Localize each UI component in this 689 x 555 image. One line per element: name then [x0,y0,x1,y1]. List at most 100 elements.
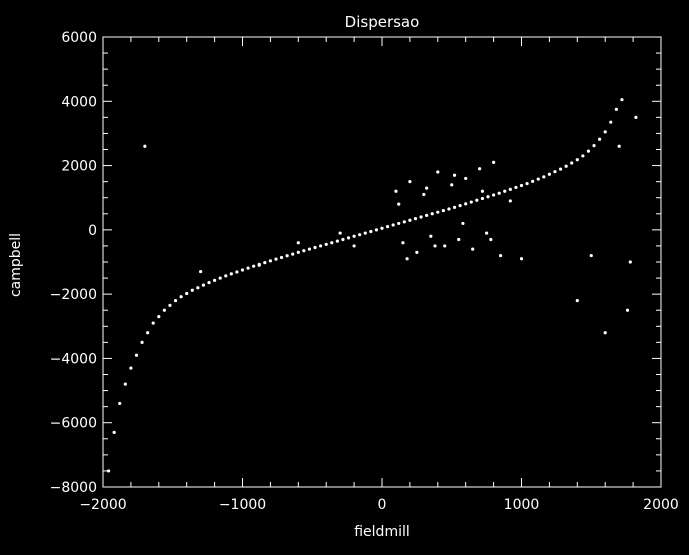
data-point [346,236,351,240]
data-point [575,298,579,303]
data-point [296,250,300,254]
data-point [151,321,155,325]
data-point [542,175,546,179]
data-point [485,231,489,235]
data-point [279,255,284,260]
data-point [319,244,323,248]
data-point [335,239,339,243]
data-point [443,244,447,248]
data-point [162,308,166,312]
data-point [475,198,479,202]
x-tick-label: 2000 [643,497,679,513]
data-point [408,180,412,184]
data-point [385,225,390,229]
y-axis-label: campbell [8,233,24,297]
y-tick-label: 0 [88,223,97,239]
data-point [405,257,409,261]
data-point [252,264,256,268]
data-point [307,247,312,251]
data-point [553,170,557,174]
data-point [586,149,591,153]
data-point [452,173,457,177]
data-point [425,213,429,217]
y-tick-label: −4000 [50,351,97,367]
data-point [263,261,267,265]
data-point [413,217,418,221]
data-point [620,98,624,102]
data-point [134,353,139,357]
data-point [598,137,602,141]
data-point [425,186,429,190]
data-point [285,254,289,258]
data-point [324,242,328,246]
data-point [207,280,211,285]
y-tick-label: −6000 [50,416,97,432]
data-point [457,237,461,242]
data-point [519,257,524,261]
data-point [508,199,512,203]
data-point [235,270,239,274]
data-point [617,144,621,148]
data-point [614,107,618,111]
data-point [338,231,342,235]
data-point [422,192,426,197]
data-point [480,189,485,193]
data-point [112,430,116,434]
data-point [547,172,552,176]
data-point [394,189,398,193]
data-point [478,167,482,171]
data-point [564,164,568,168]
data-point [146,331,150,335]
data-point [603,331,607,335]
y-tick-label: 6000 [61,30,97,46]
data-point [461,221,465,226]
data-point [408,218,412,222]
data-point [480,196,485,201]
data-point [430,212,434,216]
data-point [514,185,518,190]
data-point [358,233,362,237]
data-point [352,244,356,248]
x-tick-label: −1000 [219,497,266,513]
data-point [179,295,183,299]
data-point [450,183,454,187]
x-axis-label: fieldmill [354,524,410,540]
data-point [369,229,373,234]
data-point [201,283,206,287]
data-point [302,249,306,253]
data-point [464,202,468,206]
data-point [157,315,161,319]
data-point [433,244,437,248]
data-point [274,257,278,261]
data-point [575,158,579,162]
data-point [190,288,194,292]
data-point [118,401,122,406]
axes: −2000 −1000 0 1000 2000 −8000 −6000 −4000 −2000 0… [50,30,679,513]
data-point [441,208,445,213]
data-point [291,252,295,256]
data-point [363,231,367,235]
data-point [570,161,574,165]
data-point [625,308,630,312]
data-point [397,202,401,206]
x-tick-label: −2000 [79,497,126,513]
data-point [519,183,524,188]
data-point [380,226,384,230]
data-point [628,260,632,264]
plot-frame [102,36,662,488]
data-point [634,115,638,119]
x-tick-label: 0 [378,497,387,513]
data-points [106,98,638,473]
data-point [429,234,433,238]
data-point [246,266,250,270]
data-point [603,130,607,134]
data-point [391,223,395,227]
data-point [143,144,147,148]
data-point [415,250,419,254]
data-point [525,181,529,186]
y-tick-label: −8000 [50,480,97,496]
data-point [129,366,133,370]
data-point [330,241,334,245]
